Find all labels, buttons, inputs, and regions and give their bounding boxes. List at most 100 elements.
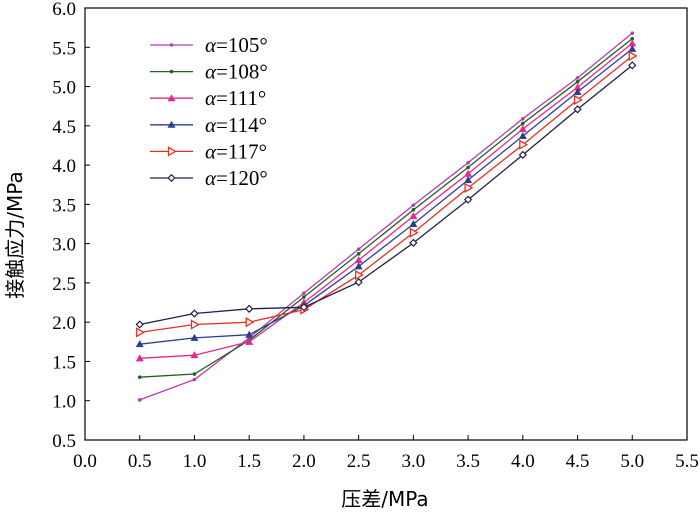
data-point xyxy=(409,238,418,247)
data-point xyxy=(190,309,199,318)
series-2 xyxy=(137,36,635,379)
data-point xyxy=(137,398,142,402)
data-point xyxy=(354,277,363,287)
y-axis: 0.5 1.0 1.5 2.0 2.5 3.0 3.5 4.0 4.5 5.0 5.5 6.0 xyxy=(52,0,90,452)
series-line xyxy=(139,42,633,359)
data-point xyxy=(190,333,199,341)
y-tick-label: 6.0 xyxy=(52,0,76,20)
y-tick-label: 0.5 xyxy=(52,431,76,452)
legend: α=105°α=108°α=111°α=114°α=117°α=120° xyxy=(150,33,268,190)
y-tick-label: 2.5 xyxy=(52,274,76,295)
data-point xyxy=(573,83,582,91)
x-tick-label: 2.5 xyxy=(347,451,371,472)
data-point xyxy=(464,169,473,177)
data-point xyxy=(354,269,364,281)
legend-label: α=117° xyxy=(205,139,267,163)
data-point xyxy=(573,105,582,114)
plot-area xyxy=(84,7,688,441)
legend-marker xyxy=(167,120,176,128)
legend-label: α=120° xyxy=(205,166,268,190)
data-point xyxy=(135,340,144,348)
data-point xyxy=(575,76,580,80)
legend-value: =120° xyxy=(216,166,268,190)
data-point xyxy=(575,80,580,84)
legend-label: α=111° xyxy=(205,86,266,110)
x-tick-label: 1.5 xyxy=(237,451,261,472)
x-tick-label: 0.5 xyxy=(128,451,152,472)
legend-symbol: α xyxy=(205,33,217,57)
data-point xyxy=(628,39,637,47)
y-tick-label: 5.5 xyxy=(52,38,76,59)
data-point xyxy=(356,252,361,256)
data-point xyxy=(466,160,470,165)
data-point xyxy=(521,116,525,121)
legend-label: α=114° xyxy=(205,113,267,137)
data-point xyxy=(245,304,254,313)
x-axis-title: 压差/MPa xyxy=(341,487,428,511)
data-point xyxy=(302,295,306,299)
legend-marker xyxy=(167,173,176,183)
data-point xyxy=(409,227,419,238)
legend-value: =108° xyxy=(216,60,268,84)
series-5 xyxy=(136,50,638,338)
series-line xyxy=(139,55,633,334)
legend-symbol: α xyxy=(205,139,217,163)
legend-symbol: α xyxy=(205,86,217,110)
data-point xyxy=(628,44,637,52)
y-tick-label: 4.5 xyxy=(52,117,76,138)
y-tick-label: 2.0 xyxy=(52,313,76,334)
data-point xyxy=(302,291,306,295)
data-point xyxy=(354,256,363,264)
y-axis-title: 接触应力/MPa xyxy=(3,171,27,298)
series-6 xyxy=(135,61,637,329)
data-point xyxy=(630,36,635,41)
x-tick-label: 5.0 xyxy=(620,451,644,472)
x-tick-label: 5.5 xyxy=(675,451,699,472)
x-tick-label: 4.5 xyxy=(566,451,590,472)
data-point xyxy=(573,94,583,106)
series-3 xyxy=(135,39,637,362)
y-tick-label: 5.0 xyxy=(52,78,76,99)
data-point xyxy=(573,88,582,96)
y-tick-label: 3.0 xyxy=(52,235,76,256)
data-point xyxy=(519,139,529,150)
data-point xyxy=(466,165,470,170)
data-point xyxy=(409,212,418,220)
legend-marker xyxy=(167,146,177,157)
x-tick-label: 3.0 xyxy=(401,451,425,472)
data-point xyxy=(190,319,200,330)
legend-value: =105° xyxy=(216,33,268,57)
data-point xyxy=(464,176,473,184)
data-point xyxy=(245,337,254,345)
legend-marker xyxy=(169,69,174,74)
data-point xyxy=(628,61,637,70)
data-point xyxy=(518,132,527,140)
x-tick-label: 1.0 xyxy=(183,451,207,472)
data-point xyxy=(411,208,416,212)
y-tick-label: 4.0 xyxy=(52,156,76,177)
series-layer xyxy=(135,31,638,402)
data-point xyxy=(463,195,473,204)
data-point xyxy=(464,182,474,193)
data-point xyxy=(137,375,142,379)
series-line xyxy=(139,64,633,326)
legend-value: =114° xyxy=(216,113,267,137)
legend-marker xyxy=(167,94,176,102)
data-point xyxy=(518,124,527,132)
data-point xyxy=(628,50,638,62)
data-point xyxy=(135,320,144,329)
data-point xyxy=(521,121,525,126)
y-tick-label: 1.5 xyxy=(52,352,76,373)
legend-symbol: α xyxy=(205,166,217,190)
plot-frame xyxy=(84,7,688,441)
data-point xyxy=(630,31,635,35)
x-tick-label: 4.0 xyxy=(511,451,535,472)
data-point xyxy=(192,377,197,382)
data-point xyxy=(299,303,309,312)
legend-value: =111° xyxy=(216,86,266,110)
data-point xyxy=(518,150,527,160)
series-line xyxy=(139,32,633,401)
x-tick-label: 2.0 xyxy=(292,451,316,472)
data-point xyxy=(411,203,416,207)
